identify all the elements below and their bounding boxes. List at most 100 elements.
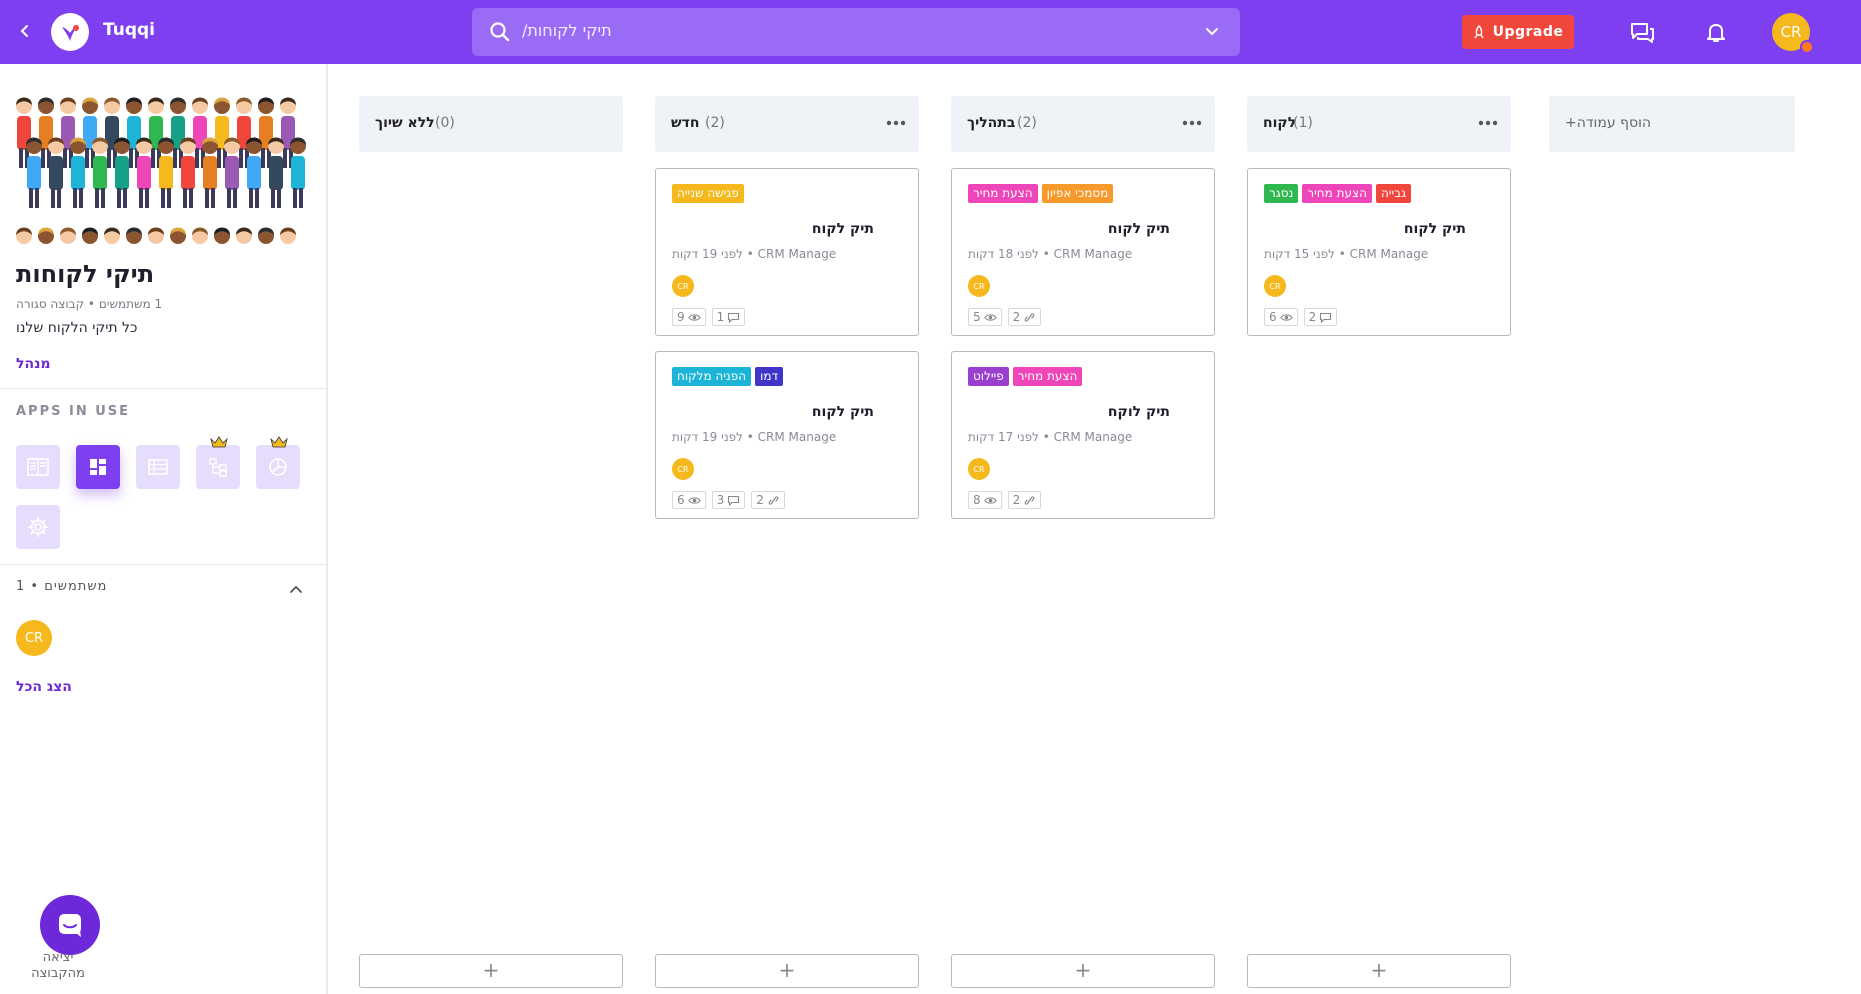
eye-icon [688, 496, 701, 504]
stat-value: 2 [1308, 310, 1317, 324]
task-card[interactable]: הפניה מלקוח דמו תיק לקוח CRM Manage • לפני … [655, 351, 919, 519]
manager-link[interactable]: מנהל [16, 356, 51, 372]
stat-value: 2 [756, 493, 764, 507]
card-assignee-avatar[interactable]: CR [968, 458, 990, 480]
stat-badge: 8 [968, 491, 1002, 509]
card-title: תיק לקוח [1107, 221, 1170, 237]
card-assignee-avatar[interactable]: CR [968, 275, 990, 297]
tag-badge: הפניה מלקוח [672, 367, 752, 386]
kanban-icon [90, 459, 106, 475]
group-cover-image [16, 84, 312, 246]
eye-icon [688, 313, 701, 321]
comment-icon [728, 312, 740, 323]
notification-dot [1800, 40, 1814, 54]
stat-value: 2 [1012, 493, 1021, 507]
column-name: בתהליך [967, 115, 1016, 131]
column-header[interactable]: חדש (2) [655, 96, 919, 152]
column-header[interactable]: לקוח (1) [1247, 96, 1511, 152]
column-name: לקוח [1263, 115, 1297, 131]
top-bar: Tuqqi תיקי לקוחות/ Upgrade CR [0, 0, 1861, 64]
card-stats: 6 3 2 [672, 491, 785, 509]
upgrade-button[interactable]: Upgrade [1462, 15, 1574, 49]
search-bar[interactable]: תיקי לקוחות/ [472, 8, 1240, 56]
app-name[interactable]: Tuqqi [103, 20, 155, 40]
link-icon [1024, 495, 1035, 505]
link-icon [768, 495, 779, 505]
card-tags: הפניה מלקוח דמו [672, 367, 784, 386]
stat-badge: 2 [1007, 491, 1042, 509]
card-meta: CRM Manage • לפני 19 דקות [672, 247, 837, 261]
back-arrow-icon[interactable] [14, 18, 36, 44]
chat-bubble-icon [59, 914, 81, 937]
rocket-icon [1474, 25, 1484, 39]
tag-badge: דמו [755, 367, 784, 386]
member-avatar[interactable]: CR [16, 620, 52, 656]
users-section-title: משתמשים • 1 [16, 579, 108, 594]
column-count: (2) [705, 115, 725, 131]
task-card[interactable]: פיילוט הצעת מחיר תיק לוקח CRM Manage • לפני… [951, 351, 1215, 519]
apps-title: APPS IN USE [16, 404, 131, 419]
stat-badge: 6 [672, 491, 706, 509]
stat-badge: 2 [751, 491, 785, 509]
more-options-icon[interactable] [1477, 112, 1499, 134]
tag-badge: פיילוט [968, 367, 1009, 386]
show-all-link[interactable]: הצג הכל [16, 679, 72, 695]
column-header[interactable]: בתהליך (2) [951, 96, 1215, 152]
column-header[interactable]: ללא שיוך (0) [359, 96, 623, 152]
more-options-icon[interactable] [885, 112, 907, 134]
task-card[interactable]: נסגר הצעת מחיר גבייה תיק לקוח CRM Manage • ל… [1247, 168, 1511, 336]
tag-badge: גבייה [1375, 184, 1412, 203]
add-card-button[interactable]: + [655, 954, 919, 988]
card-tags: פגישה שנייה [672, 184, 744, 203]
add-card-button[interactable]: + [359, 954, 623, 988]
card-title: תיק לקוח [1403, 221, 1466, 237]
settings-app-button[interactable] [16, 505, 60, 549]
leave-group-link[interactable]: יציאה מהקבוצה [31, 950, 85, 981]
org-chart-icon [209, 458, 227, 477]
card-assignee-avatar[interactable]: CR [1264, 275, 1286, 297]
card-assignee-avatar[interactable]: CR [672, 275, 694, 297]
chat-icon[interactable] [1628, 18, 1656, 46]
eye-icon [1280, 313, 1293, 321]
stat-value: 9 [677, 310, 685, 324]
task-card[interactable]: פגישה שנייה תיק לקוח CRM Manage • לפני 19 … [655, 168, 919, 336]
comment-icon [728, 495, 740, 506]
kanban-app-button[interactable] [76, 445, 120, 489]
chevron-up-icon[interactable] [288, 581, 304, 597]
pie-chart-app-button[interactable] [256, 445, 300, 489]
sidebar: תיקי לקוחות 1 משתמשים • קבוצה סגורה כל ת… [0, 64, 328, 994]
column-name: חדש [671, 115, 700, 131]
add-card-button[interactable]: + [951, 954, 1215, 988]
column-name: ללא שיוך [375, 115, 435, 131]
add-column-button[interactable]: הוסף עמודה+ [1549, 96, 1795, 152]
stat-value: 8 [973, 493, 981, 507]
support-chat-button[interactable] [40, 895, 100, 955]
stat-badge: 6 [1264, 308, 1298, 326]
divider [0, 388, 326, 389]
stat-value: 3 [716, 493, 725, 507]
add-card-button[interactable]: + [1247, 954, 1511, 988]
link-icon [1024, 312, 1035, 322]
search-input[interactable]: תיקי לקוחות/ [522, 21, 612, 40]
card-tags: נסגר הצעת מחיר גבייה [1264, 184, 1412, 203]
card-assignee-avatar[interactable]: CR [672, 458, 694, 480]
chevron-down-icon[interactable] [1202, 22, 1222, 42]
more-options-icon[interactable] [1181, 112, 1203, 134]
stat-badge: 2 [1303, 308, 1338, 326]
stat-value: 6 [677, 493, 685, 507]
bell-icon[interactable] [1702, 18, 1730, 46]
app-logo-icon[interactable] [51, 13, 89, 51]
list-app-button[interactable] [136, 445, 180, 489]
book-app-button[interactable] [16, 445, 60, 489]
group-meta: 1 משתמשים • קבוצה סגורה [16, 297, 163, 311]
org-chart-app-button[interactable] [196, 445, 240, 489]
task-card[interactable]: הצעת מחיר מסמכי אפיון תיק לקוח CRM Manage •… [951, 168, 1215, 336]
tag-badge: הצעת מחיר [968, 184, 1038, 203]
column-count: (0) [435, 115, 455, 131]
comment-icon [1320, 312, 1332, 323]
user-avatar[interactable]: CR [1772, 13, 1814, 54]
card-meta: CRM Manage • לפני 17 דקות [968, 430, 1133, 444]
card-tags: הצעת מחיר מסמכי אפיון [968, 184, 1114, 203]
